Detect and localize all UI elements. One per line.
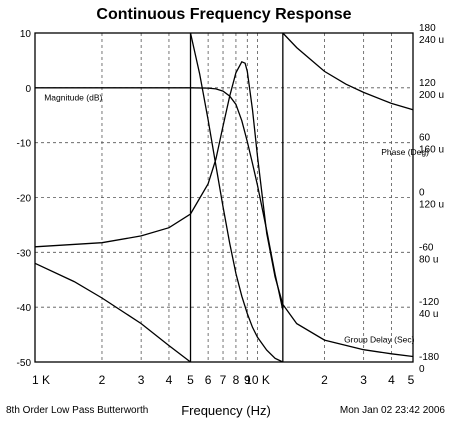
x-tick-label: 6 bbox=[205, 373, 212, 387]
x-tick-label: 3 bbox=[138, 373, 145, 387]
x-tick-label: 2 bbox=[321, 373, 328, 387]
y-left-tick-label: 10 bbox=[20, 29, 32, 40]
series-annotation-label: Group Delay (Sec) bbox=[344, 335, 415, 345]
chart-title: Continuous Frequency Response bbox=[96, 6, 351, 23]
plot-frame bbox=[34, 32, 414, 363]
y-phase-tick-label: 180 bbox=[419, 23, 436, 34]
x-axis-label: Frequency (Hz) bbox=[181, 403, 271, 418]
series-annotation-label: Magnitude (dB) bbox=[44, 93, 102, 103]
grid-layer bbox=[35, 33, 413, 362]
phase-series-line bbox=[282, 32, 414, 111]
y-phase-tick-label: 60 bbox=[419, 133, 431, 144]
phase-series-line bbox=[34, 262, 191, 363]
y-phase-tick-label: -120 bbox=[419, 297, 439, 308]
y-left-tick-label: -50 bbox=[17, 358, 32, 369]
y-left-tick-label: -40 bbox=[17, 303, 32, 314]
y-delay-tick-label: 120 u bbox=[419, 200, 444, 211]
magnitude-series-line bbox=[35, 87, 284, 311]
y-delay-tick-label: 160 u bbox=[419, 145, 444, 156]
x-tick-label: 5 bbox=[408, 373, 415, 387]
footer-left-caption: 8th Order Low Pass Butterworth bbox=[6, 405, 148, 416]
y-phase-tick-label: 0 bbox=[419, 188, 425, 199]
footer-right-timestamp: Mon Jan 02 23:42 2006 bbox=[340, 405, 446, 416]
y-left-tick-label: -30 bbox=[17, 248, 32, 259]
x-tick-label: 9 bbox=[244, 373, 251, 387]
y-delay-tick-label: 80 u bbox=[419, 254, 438, 265]
x-tick-label: 4 bbox=[166, 373, 173, 387]
axis-labels: 100-10-20-30-40-50180120600-60-120-18024… bbox=[17, 23, 444, 387]
y-delay-tick-label: 40 u bbox=[419, 309, 438, 320]
y-left-tick-label: 0 bbox=[25, 84, 31, 95]
y-phase-tick-label: -180 bbox=[419, 352, 439, 363]
y-delay-tick-label: 200 u bbox=[419, 90, 444, 101]
y-phase-tick-label: 120 bbox=[419, 78, 436, 89]
phase-series-line bbox=[189, 32, 284, 363]
x-tick-label: 5 bbox=[187, 373, 194, 387]
y-delay-tick-label: 0 bbox=[419, 364, 425, 375]
plot-border bbox=[34, 32, 414, 363]
x-tick-label: 1 K bbox=[32, 373, 50, 387]
annotation-layer: Magnitude (dB) Phase (Deg) Group Delay (Se… bbox=[44, 93, 429, 345]
x-tick-label: 10 K bbox=[245, 373, 270, 387]
x-tick-label: 8 bbox=[233, 373, 240, 387]
series-layer bbox=[34, 32, 414, 363]
y-delay-tick-label: 240 u bbox=[419, 35, 444, 46]
x-tick-label: 2 bbox=[99, 373, 106, 387]
series-annotation-label: Phase (Deg) bbox=[381, 147, 429, 157]
x-tick-label: 3 bbox=[360, 373, 367, 387]
x-tick-label: 4 bbox=[388, 373, 395, 387]
group-series-line bbox=[34, 60, 414, 358]
x-tick-label: 7 bbox=[220, 373, 227, 387]
y-left-tick-label: -20 bbox=[17, 194, 32, 205]
y-left-tick-label: -10 bbox=[17, 139, 32, 150]
y-phase-tick-label: -60 bbox=[419, 242, 434, 253]
